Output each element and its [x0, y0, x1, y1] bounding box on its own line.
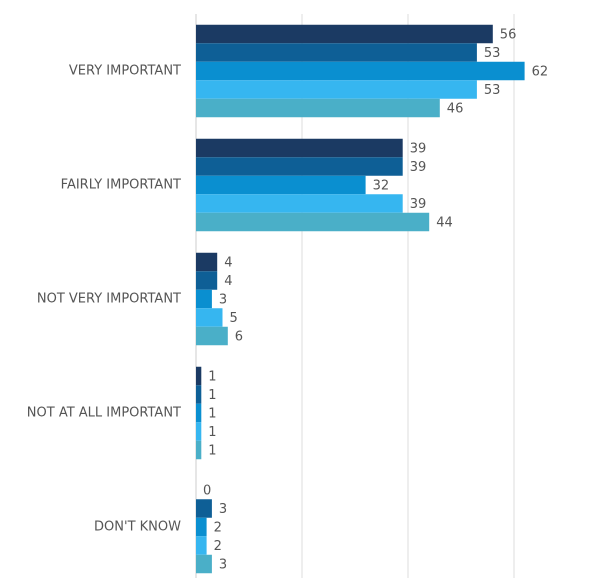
value-label: 46 — [447, 102, 464, 117]
bar — [196, 499, 212, 518]
bar — [196, 43, 477, 62]
category-label: NOT AT ALL IMPORTANT — [27, 406, 181, 421]
value-label: 2 — [214, 521, 222, 536]
bar — [196, 24, 493, 44]
value-label: 1 — [208, 370, 216, 385]
bar — [196, 252, 218, 272]
value-label: 53 — [484, 46, 501, 61]
value-label: 4 — [224, 274, 232, 289]
value-label: 62 — [532, 65, 549, 80]
bar — [196, 80, 477, 99]
value-label: 3 — [219, 558, 227, 573]
bar — [196, 289, 212, 309]
bar — [196, 98, 440, 118]
value-label: 5 — [230, 311, 238, 326]
bar — [196, 138, 403, 158]
value-label: 39 — [410, 142, 427, 157]
bar — [196, 308, 223, 327]
bar — [196, 326, 228, 346]
value-label: 2 — [214, 539, 222, 554]
category-label: FAIRLY IMPORTANT — [61, 178, 181, 193]
value-label: 44 — [436, 216, 453, 231]
bar — [196, 194, 403, 213]
bar — [196, 422, 202, 441]
category-label: DON'T KNOW — [94, 520, 181, 535]
category-label: NOT VERY IMPORTANT — [37, 292, 181, 307]
bar — [196, 440, 202, 460]
bar — [196, 157, 403, 176]
bar — [196, 61, 525, 81]
bar — [196, 517, 207, 537]
value-label: 1 — [208, 425, 216, 440]
bar — [196, 175, 366, 195]
value-label: 39 — [410, 160, 427, 175]
value-label: 1 — [208, 407, 216, 422]
bar — [196, 385, 202, 404]
value-label: 0 — [203, 484, 211, 499]
bar — [196, 366, 202, 386]
category-label: VERY IMPORTANT — [69, 64, 181, 79]
value-label: 53 — [484, 83, 501, 98]
value-label: 56 — [500, 28, 517, 43]
bar — [196, 212, 430, 232]
value-label: 6 — [235, 330, 243, 345]
value-label: 3 — [219, 502, 227, 517]
value-label: 1 — [208, 444, 216, 459]
bar — [196, 554, 212, 574]
value-label: 1 — [208, 388, 216, 403]
bar — [196, 403, 202, 423]
value-label: 4 — [224, 256, 232, 271]
value-label: 32 — [373, 179, 390, 194]
value-label: 3 — [219, 293, 227, 308]
value-label: 39 — [410, 197, 427, 212]
bar — [196, 271, 218, 290]
bar — [196, 536, 207, 555]
